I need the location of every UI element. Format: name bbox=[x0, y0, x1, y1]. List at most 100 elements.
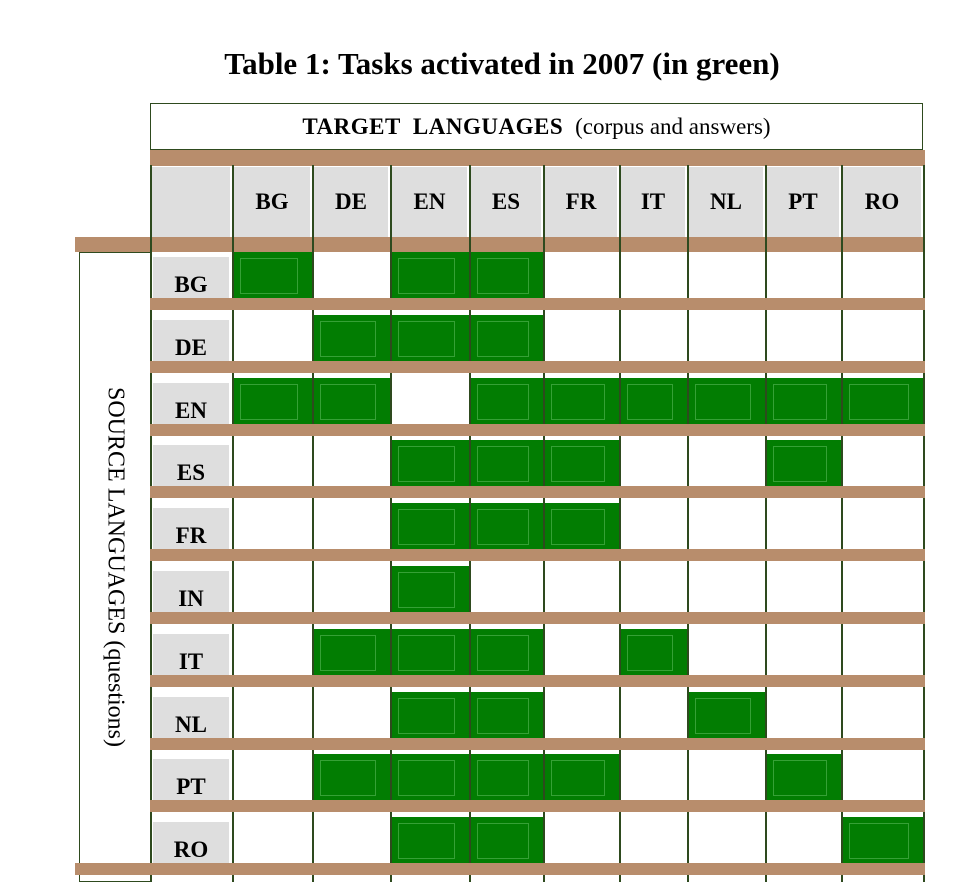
source-lang-header-bg: BG bbox=[153, 257, 229, 300]
task-cell-active bbox=[470, 692, 543, 740]
task-cell-inactive bbox=[544, 629, 619, 677]
task-cell-active bbox=[470, 252, 543, 300]
task-cell-inactive bbox=[233, 692, 312, 740]
task-cell-inactive bbox=[544, 692, 619, 740]
source-languages-label: SOURCE LANGUAGES (questions) bbox=[102, 387, 129, 747]
task-cell-inactive bbox=[688, 754, 765, 802]
task-cell-inactive bbox=[313, 252, 390, 300]
task-cell-active bbox=[470, 378, 543, 426]
source-lang-header-en: EN bbox=[153, 383, 229, 426]
separator-band bbox=[150, 486, 925, 498]
task-cell-active bbox=[470, 315, 543, 363]
grid-line bbox=[543, 165, 545, 882]
separator-band bbox=[150, 612, 925, 624]
source-lang-header-ro: RO bbox=[153, 822, 229, 865]
task-cell-active bbox=[688, 692, 765, 740]
task-cell-inactive bbox=[842, 440, 923, 488]
task-cell-active bbox=[470, 440, 543, 488]
task-cell-active bbox=[544, 440, 619, 488]
target-lang-header-de: DE bbox=[314, 167, 388, 237]
target-lang-header-pt: PT bbox=[767, 167, 839, 237]
source-lang-header-es: ES bbox=[153, 445, 229, 488]
separator-band bbox=[150, 150, 925, 166]
task-cell-inactive bbox=[313, 566, 390, 614]
grid-line bbox=[150, 165, 152, 882]
task-cell-active bbox=[470, 817, 543, 865]
task-cell-active bbox=[391, 503, 469, 551]
task-cell-inactive bbox=[233, 566, 312, 614]
task-cell-inactive bbox=[233, 817, 312, 865]
separator-band bbox=[75, 863, 925, 875]
grid-line bbox=[232, 165, 234, 882]
task-cell-inactive bbox=[766, 566, 841, 614]
task-cell-inactive bbox=[688, 252, 765, 300]
task-cell-active bbox=[391, 629, 469, 677]
task-cell-active bbox=[391, 692, 469, 740]
task-cell-inactive bbox=[842, 566, 923, 614]
grid-line bbox=[469, 165, 471, 882]
page-title: Table 1: Tasks activated in 2007 (in gre… bbox=[224, 46, 780, 81]
task-cell-inactive bbox=[688, 566, 765, 614]
task-cell-active bbox=[233, 252, 312, 300]
source-lang-header-it: IT bbox=[153, 634, 229, 677]
task-cell-inactive bbox=[233, 754, 312, 802]
source-languages-header bbox=[79, 252, 150, 882]
task-cell-active bbox=[391, 754, 469, 802]
task-cell-inactive bbox=[544, 566, 619, 614]
task-cell-inactive bbox=[620, 692, 687, 740]
task-cell-inactive bbox=[313, 817, 390, 865]
task-cell-active bbox=[313, 315, 390, 363]
task-cell-inactive bbox=[313, 692, 390, 740]
task-cell-active bbox=[766, 754, 841, 802]
task-cell-inactive bbox=[233, 629, 312, 677]
task-cell-active bbox=[544, 378, 619, 426]
source-lang-header-de: DE bbox=[153, 320, 229, 363]
task-cell-active bbox=[391, 440, 469, 488]
task-cell-inactive bbox=[766, 817, 841, 865]
task-cell-inactive bbox=[766, 315, 841, 363]
grid-line bbox=[312, 165, 314, 882]
target-languages-sublabel: (corpus and answers) bbox=[575, 113, 771, 139]
task-cell-inactive bbox=[620, 440, 687, 488]
separator-band bbox=[150, 800, 925, 812]
task-cell-inactive bbox=[233, 503, 312, 551]
task-cell-active bbox=[544, 754, 619, 802]
task-cell-active bbox=[842, 817, 923, 865]
task-cell-inactive bbox=[842, 503, 923, 551]
target-lang-header-nl: NL bbox=[689, 167, 763, 237]
source-lang-header-nl: NL bbox=[153, 697, 229, 740]
task-cell-inactive bbox=[766, 692, 841, 740]
task-cell-inactive bbox=[688, 315, 765, 363]
task-cell-inactive bbox=[620, 503, 687, 551]
task-cell-inactive bbox=[620, 754, 687, 802]
task-cell-inactive bbox=[233, 440, 312, 488]
target-languages-label: TARGET LANGUAGES bbox=[302, 113, 564, 139]
grid-line bbox=[687, 165, 689, 882]
grid-line bbox=[923, 165, 925, 882]
target-lang-header-es: ES bbox=[471, 167, 541, 237]
separator-band bbox=[150, 675, 925, 687]
target-lang-header-ro: RO bbox=[843, 167, 921, 237]
task-cell-active bbox=[544, 503, 619, 551]
task-cell-inactive bbox=[544, 817, 619, 865]
task-cell-active bbox=[620, 378, 687, 426]
task-cell-inactive bbox=[842, 252, 923, 300]
task-cell-inactive bbox=[688, 817, 765, 865]
task-cell-active bbox=[766, 440, 841, 488]
target-languages-header: TARGET LANGUAGES (corpus and answers) bbox=[150, 103, 923, 150]
task-cell-inactive bbox=[544, 315, 619, 363]
task-cell-inactive bbox=[688, 440, 765, 488]
task-cell-inactive bbox=[544, 252, 619, 300]
task-cell-inactive bbox=[313, 440, 390, 488]
target-lang-header-en: EN bbox=[392, 167, 467, 237]
task-cell-active bbox=[688, 378, 765, 426]
separator-band bbox=[75, 237, 925, 252]
grid-line bbox=[619, 165, 621, 882]
task-cell-inactive bbox=[842, 754, 923, 802]
task-cell-inactive bbox=[470, 566, 543, 614]
task-cell-inactive bbox=[688, 503, 765, 551]
task-cell-active bbox=[766, 378, 841, 426]
header-corner-cell bbox=[152, 167, 230, 237]
grid-line bbox=[841, 165, 843, 882]
task-cell-active bbox=[313, 629, 390, 677]
